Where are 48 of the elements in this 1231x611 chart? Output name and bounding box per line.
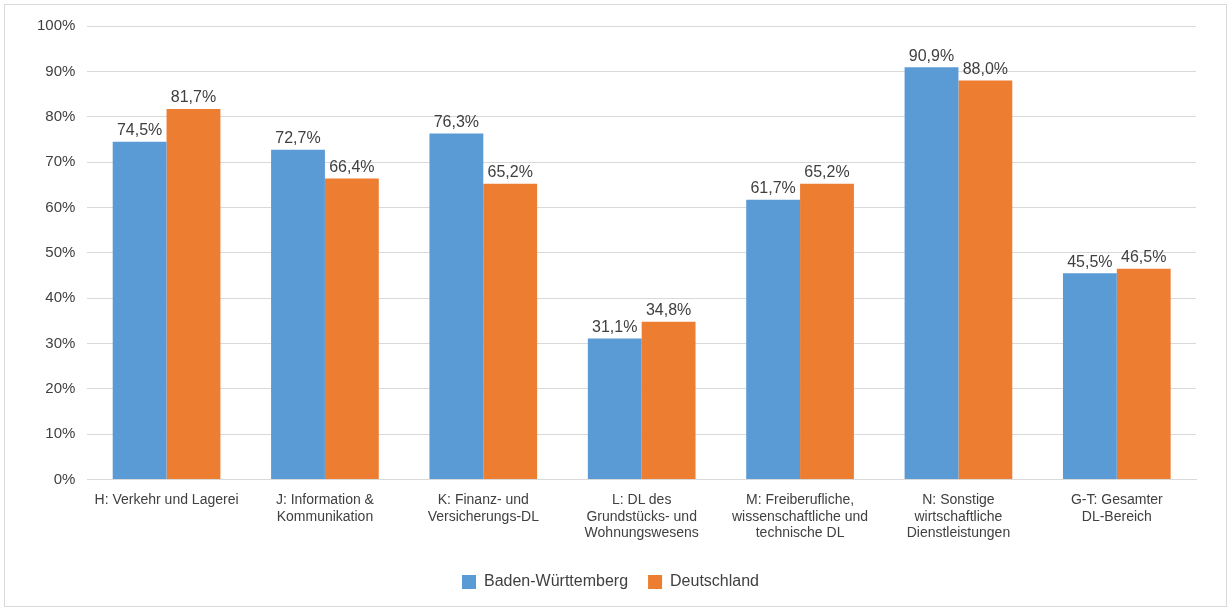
y-tick-label: 80% [45, 106, 76, 124]
bar [1062, 273, 1117, 480]
data-label: 61,7% [750, 179, 796, 197]
data-label: 66,4% [329, 157, 375, 175]
x-tick-label: M: Freiberufliche, wissenschaftliche und technische DL [730, 490, 869, 541]
x-tick-label: K: Finanz- und Versicherungs-DL [427, 490, 540, 524]
bar [271, 149, 325, 480]
data-label: 88,0% [962, 59, 1009, 77]
bar [958, 80, 1013, 480]
data-label: 65,2% [804, 163, 850, 181]
y-tick-label: 10% [45, 424, 76, 442]
data-label: 45,5% [1067, 252, 1113, 270]
bar [800, 183, 854, 480]
data-label: 65,2% [487, 163, 533, 181]
legend-label: Deutschland [670, 572, 760, 590]
bar [641, 321, 696, 480]
x-tick-label: G-T: Gesamter DL-Bereich [1070, 490, 1164, 524]
data-label: 72,7% [275, 129, 321, 147]
y-tick-label: 50% [45, 242, 76, 260]
y-tick-label: 100% [36, 16, 76, 34]
y-tick-label: 40% [45, 288, 76, 306]
y-tick-label: 70% [45, 152, 76, 170]
bar [904, 67, 959, 480]
y-tick-label: 0% [53, 469, 76, 487]
data-label: 46,5% [1121, 248, 1167, 266]
data-label: 34,8% [645, 301, 692, 319]
bar [746, 199, 801, 480]
data-label: 31,1% [592, 317, 638, 335]
data-label: 90,9% [908, 46, 955, 64]
bar [1116, 268, 1171, 480]
y-tick-label: 30% [45, 333, 76, 351]
legend-label: Baden-Württemberg [484, 572, 629, 590]
bar [429, 133, 484, 480]
x-tick-label: J: Information & Kommunikation [275, 490, 375, 524]
data-label: 76,3% [433, 112, 480, 130]
bar [483, 183, 538, 480]
bar [166, 109, 221, 480]
x-tick-label: H: Verkehr und Lagerei [94, 490, 239, 507]
y-tick-label: 90% [45, 61, 76, 79]
bar [112, 141, 167, 480]
x-tick-label: N: Sonstige wirtschaftliche Dienstleistungen [906, 490, 1011, 541]
x-tick-label: L: DL des Grundstücks- und Wohnungswesens [584, 490, 699, 541]
data-label: 74,5% [116, 121, 163, 139]
y-tick-label: 20% [45, 379, 76, 397]
bar [587, 338, 642, 480]
data-label: 81,7% [170, 88, 217, 106]
y-tick-label: 60% [45, 197, 76, 215]
bar [324, 178, 379, 480]
